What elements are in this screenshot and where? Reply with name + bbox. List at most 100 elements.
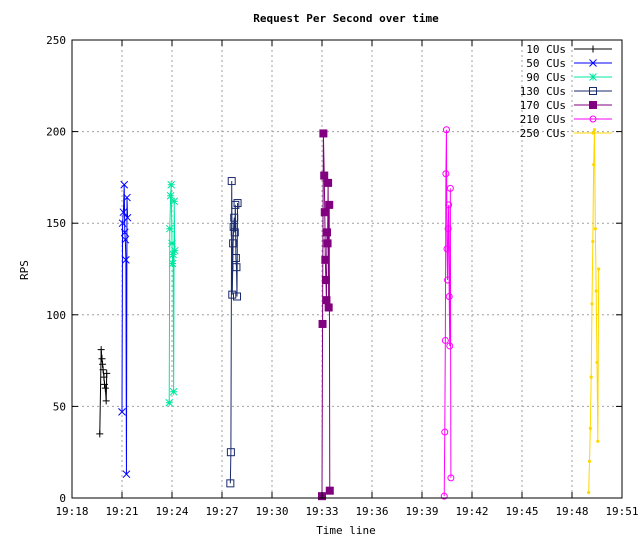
data-point — [165, 224, 174, 233]
x-tick-label: 19:24 — [155, 505, 188, 518]
data-point — [165, 398, 174, 407]
data-point — [232, 263, 241, 272]
x-tick-label: 19:30 — [255, 505, 288, 518]
legend-label: 170 CUs — [520, 99, 566, 112]
data-point — [229, 239, 238, 248]
data-point — [588, 426, 592, 430]
data-point — [169, 250, 177, 259]
legend-marker — [589, 87, 597, 95]
legend-label: 90 CUs — [526, 71, 566, 84]
data-point — [587, 490, 591, 495]
data-point — [100, 373, 108, 381]
data-point — [229, 222, 238, 231]
x-tick-label: 19:18 — [55, 505, 88, 518]
data-point — [444, 225, 452, 233]
series-210-cus — [440, 126, 455, 500]
data-point — [321, 255, 330, 264]
legend-marker — [589, 59, 597, 67]
series-line — [321, 133, 331, 497]
series-line — [443, 129, 452, 497]
x-tick-label: 19:51 — [605, 505, 638, 518]
legend-label: 210 CUs — [520, 113, 566, 126]
data-point — [324, 178, 333, 187]
x-axis-label: Time line — [316, 524, 376, 537]
data-point — [325, 486, 334, 495]
legend-label: 50 CUs — [526, 57, 566, 70]
data-point — [445, 292, 453, 300]
data-point — [230, 228, 239, 237]
data-point — [443, 245, 451, 253]
data-point — [99, 360, 107, 368]
data-point — [590, 302, 594, 306]
x-tick-label: 19:48 — [555, 505, 588, 518]
data-point — [170, 197, 179, 206]
series-10-cus — [96, 346, 111, 438]
series-line — [588, 129, 600, 493]
series-layer — [96, 126, 601, 501]
data-point — [98, 355, 106, 363]
data-point — [233, 199, 242, 208]
legend-marker — [589, 73, 597, 81]
y-axis-label: RPS — [18, 260, 31, 280]
series-130-cus — [226, 177, 242, 488]
series-line — [121, 184, 129, 475]
data-point — [441, 336, 449, 344]
y-tick-label: 250 — [46, 34, 66, 47]
data-point — [318, 319, 327, 328]
data-point — [167, 180, 176, 189]
data-point — [227, 177, 236, 186]
data-point — [120, 180, 129, 189]
data-point — [325, 200, 334, 209]
data-point — [595, 360, 599, 365]
data-point — [231, 200, 240, 209]
legend-marker — [589, 101, 597, 109]
x-tick-label: 19:36 — [355, 505, 388, 518]
data-point — [101, 384, 109, 392]
data-point — [591, 239, 595, 244]
data-point — [323, 239, 332, 248]
series-90-cus — [165, 180, 179, 407]
legend-label: 10 CUs — [526, 43, 566, 56]
data-point — [101, 380, 108, 388]
legend-marker — [591, 131, 595, 135]
data-point — [589, 375, 593, 379]
data-point — [592, 128, 597, 132]
data-point — [445, 201, 453, 209]
axis-ticks: 0 50 100 150 200 250 19:18 19:21 19:24 19:27 19:30… — [46, 34, 638, 518]
data-point — [166, 191, 175, 200]
data-point — [324, 303, 333, 312]
data-point — [323, 228, 331, 237]
data-point — [231, 254, 240, 263]
data-point — [122, 255, 130, 264]
series-50-cus — [118, 180, 132, 479]
y-tick-label: 0 — [59, 492, 66, 505]
legend-label: 250 CUs — [520, 127, 566, 140]
data-point — [96, 430, 104, 438]
y-tick-label: 150 — [46, 217, 66, 230]
data-point — [233, 292, 241, 301]
series-line — [229, 181, 239, 484]
data-point — [441, 428, 449, 436]
series-170-cus — [318, 129, 334, 501]
data-point — [442, 170, 450, 178]
y-tick-label: 50 — [53, 400, 66, 413]
data-point — [597, 267, 601, 271]
data-point — [226, 479, 235, 488]
grid — [72, 40, 622, 498]
data-point — [118, 408, 126, 416]
chart-title: Request Per Second over time — [253, 12, 439, 25]
data-point — [170, 246, 179, 255]
data-point — [119, 208, 128, 217]
data-point — [322, 296, 331, 305]
data-point — [320, 208, 329, 217]
x-tick-label: 19:42 — [455, 505, 488, 518]
data-point — [122, 470, 131, 479]
data-point — [123, 213, 132, 222]
x-tick-label: 19:39 — [405, 505, 438, 518]
data-point — [444, 276, 452, 284]
x-tick-label: 19:33 — [305, 505, 338, 518]
data-point — [230, 213, 239, 222]
data-point — [97, 346, 105, 354]
